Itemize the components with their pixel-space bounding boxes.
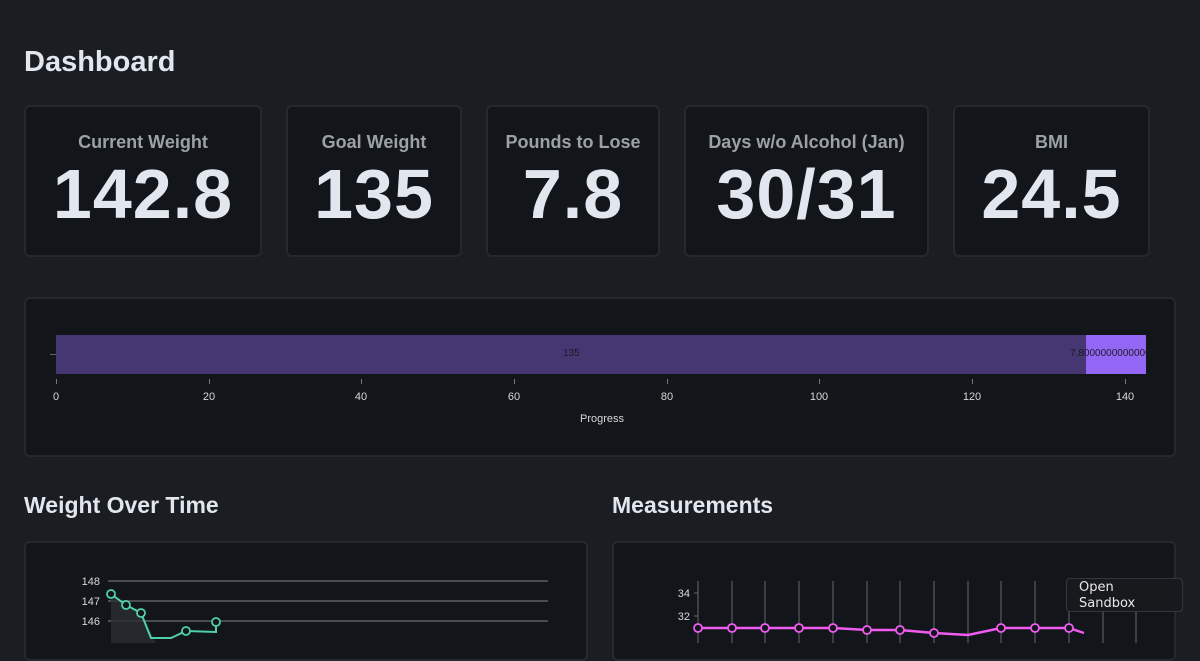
x-tick-label: 40 <box>354 391 368 403</box>
stat-label: Current Weight <box>78 132 208 152</box>
y-tick-label: 34 <box>678 588 690 600</box>
remaining-bar-label: 7.800000000000011 <box>1070 348 1152 359</box>
open-sandbox-label-line2: Sandbox <box>1079 596 1136 611</box>
y-tick-label: 147 <box>82 596 100 608</box>
y-tick-label: 146 <box>82 616 100 628</box>
stat-value: 135 <box>314 155 434 233</box>
progress-chart-card: 135 7.800000000000011 0 20 40 60 80 100 … <box>24 297 1176 457</box>
progress-bar-goal-segment[interactable]: 135 <box>56 335 1086 374</box>
x-axis-label: Progress <box>579 413 625 425</box>
y-tick-label: 148 <box>82 576 100 588</box>
stat-value: 142.8 <box>52 155 234 233</box>
x-tick-label: 140 <box>1115 391 1135 403</box>
stat-card-days-without-alcohol: Days w/o Alcohol (Jan) 30/31 <box>684 105 929 257</box>
goal-bar-label: 135 <box>563 348 580 359</box>
page-title: Dashboard <box>24 46 176 78</box>
progress-bar: 135 7.800000000000011 <box>56 335 1152 374</box>
x-axis: 0 20 40 60 80 100 120 140 <box>52 379 1146 409</box>
x-tick-label: 0 <box>52 391 60 403</box>
stat-value: 30/31 <box>716 155 897 233</box>
stat-label: BMI <box>1035 132 1068 152</box>
x-tick-label: 100 <box>809 391 829 403</box>
y-tick-label: 32 <box>678 611 690 623</box>
x-tick-label: 60 <box>507 391 521 403</box>
weight-line-chart: 148 147 146 <box>82 576 548 643</box>
measurements-title: Measurements <box>612 492 774 518</box>
stat-card-current-weight: Current Weight 142.8 <box>24 105 262 257</box>
stat-label: Days w/o Alcohol (Jan) <box>708 132 905 152</box>
progress-bar-remaining-segment[interactable] <box>1086 335 1146 374</box>
y-axis-tick <box>50 354 56 355</box>
stat-card-bmi: BMI 24.5 <box>953 105 1150 257</box>
stat-label: Pounds to Lose <box>505 132 641 152</box>
open-sandbox-label-line1: Open <box>1079 580 1114 595</box>
x-tick-label: 20 <box>202 391 216 403</box>
stat-value: 7.8 <box>522 155 624 233</box>
weight-chart-card: 148 147 146 <box>24 541 588 661</box>
stat-card-goal-weight: Goal Weight 135 <box>286 105 462 257</box>
weight-over-time-title: Weight Over Time <box>24 492 219 518</box>
open-sandbox-button[interactable]: Open Sandbox <box>1066 578 1183 612</box>
stat-value: 24.5 <box>981 155 1122 233</box>
x-tick-label: 80 <box>660 391 674 403</box>
x-tick-label: 120 <box>962 391 982 403</box>
stat-label: Goal Weight <box>321 132 427 152</box>
stat-card-pounds-to-lose: Pounds to Lose 7.8 <box>486 105 660 257</box>
